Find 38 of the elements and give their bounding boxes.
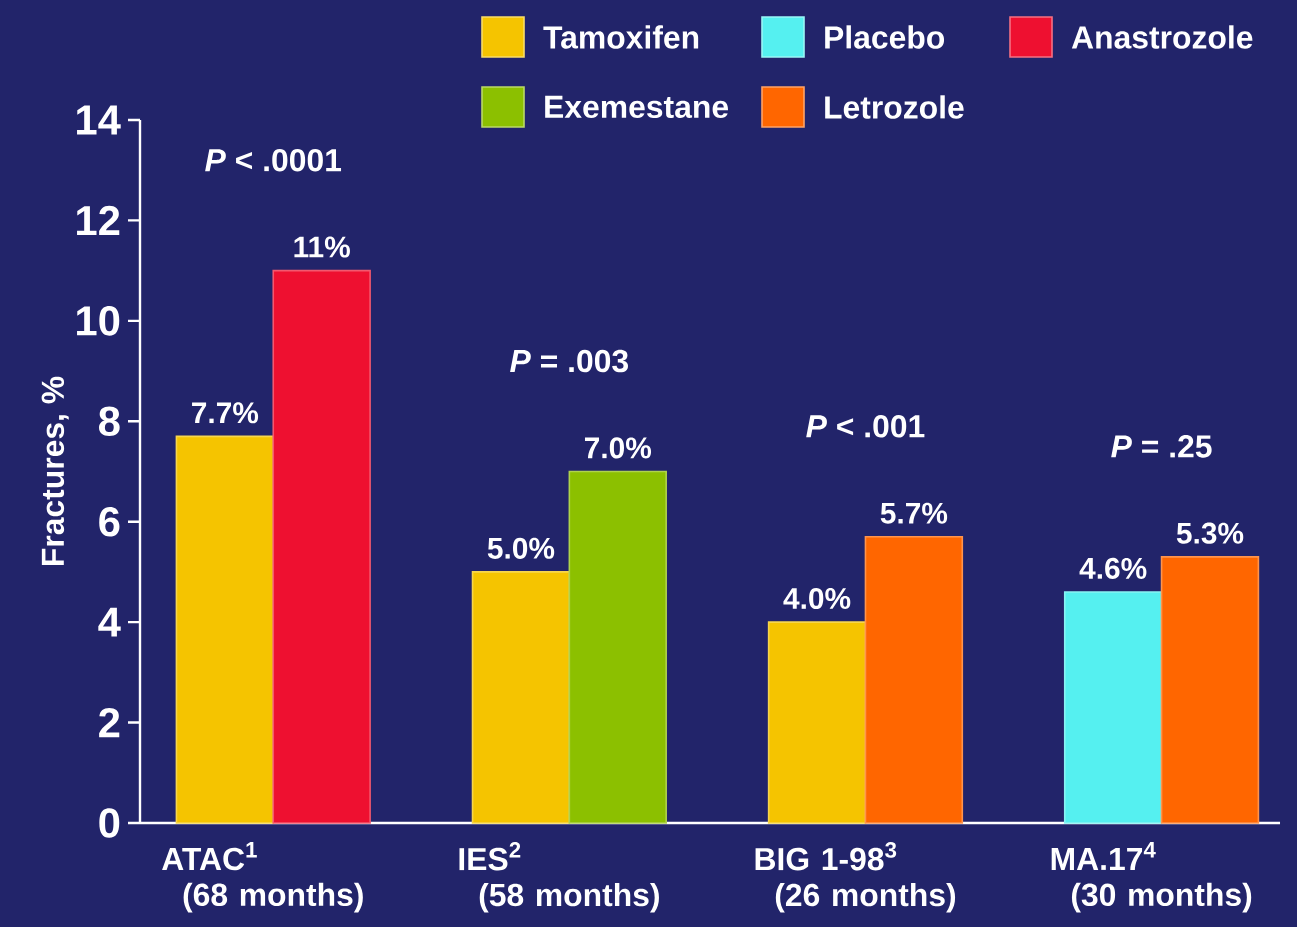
y-axis-title: Fractures, % — [41, 376, 69, 566]
bar — [1160, 556, 1260, 824]
legend-label: Placebo — [825, 25, 945, 49]
bar — [864, 535, 964, 824]
annotation: P < .001 — [806, 415, 925, 438]
data-label: 4.0% — [783, 587, 851, 610]
annotation: P = .003 — [510, 349, 628, 373]
data-label: 7.7% — [192, 402, 259, 424]
x-tick-label: BIG 1-98$^{3}$ (26 months) — [755, 842, 956, 913]
legend-label: Tamoxifen — [543, 25, 699, 49]
legend-label: Anastrozole — [1071, 25, 1253, 49]
y-tick-label: 0 — [99, 808, 120, 838]
bar — [272, 269, 371, 824]
bar — [1063, 591, 1163, 824]
y-tick-label: 6 — [99, 506, 120, 537]
data-label: 11% — [294, 236, 350, 258]
y-tick-label: 10 — [77, 306, 120, 336]
data-label: 5.0% — [487, 537, 555, 559]
y-tick-label: 12 — [77, 205, 120, 236]
bar — [471, 571, 571, 824]
data-label: 7.0% — [584, 437, 652, 459]
y-tick-label: 4 — [98, 607, 121, 637]
y-tick-label: 14 — [77, 105, 121, 135]
legend-label: Exemestane — [545, 95, 728, 119]
data-label: 4.6% — [1079, 557, 1147, 579]
x-tick-label: IES$^{2}$ (58 months) — [459, 842, 659, 913]
bar — [175, 435, 275, 824]
x-tick-label: MA.17$^{4}$ (30 months) — [1051, 842, 1252, 913]
legend-label: Letrozole — [825, 95, 964, 119]
annotation: P < .0001 — [205, 148, 342, 172]
annotation: P = .25 — [1111, 435, 1212, 458]
data-label: 5.3% — [1176, 522, 1244, 544]
data-label: 5.7% — [880, 502, 948, 524]
x-tick-label: ATAC$^{1}$ (68 months) — [162, 842, 363, 913]
bar — [767, 621, 867, 824]
bar — [568, 470, 667, 824]
y-tick-label: 2 — [99, 707, 120, 738]
y-tick-label: 8 — [99, 406, 120, 437]
